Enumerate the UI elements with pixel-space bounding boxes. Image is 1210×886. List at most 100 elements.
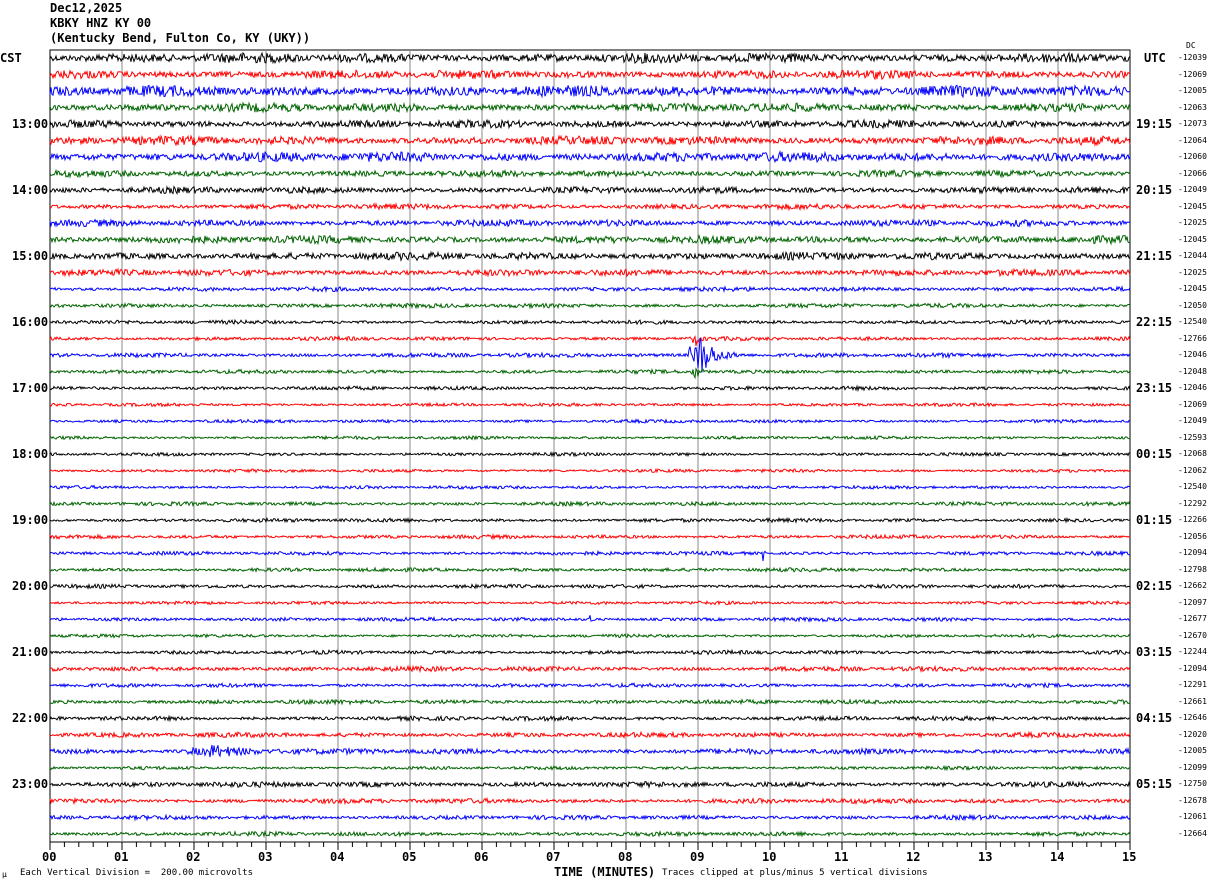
cst-time-label: 20:00 xyxy=(12,579,49,594)
dc-offset-label: -12097 xyxy=(1178,597,1207,607)
dc-offset-label: -12039 xyxy=(1178,53,1207,62)
x-tick-label: 03 xyxy=(258,850,273,864)
x-tick-label: 00 xyxy=(42,850,57,864)
dc-offset-label: -12266 xyxy=(1178,515,1207,525)
utc-time-label: 03:15 xyxy=(1136,645,1173,660)
utc-time-label: 02:15 xyxy=(1136,579,1173,594)
seismic-trace xyxy=(49,813,1131,822)
chart-date: Dec12,2025 xyxy=(50,1,123,15)
chart-station: KBKY HNZ KY 00 xyxy=(50,16,152,30)
seismic-trace xyxy=(49,318,1131,326)
seismic-trace xyxy=(49,367,1131,380)
dc-offset-label: -12045 xyxy=(1178,234,1207,244)
dc-offset-label: -12046 xyxy=(1178,350,1207,360)
dc-offset-label: -12540 xyxy=(1178,482,1207,492)
cst-time-label: 22:00 xyxy=(12,711,49,726)
utc-time-label: 21:15 xyxy=(1136,249,1173,264)
cst-time-label: 13:00 xyxy=(12,117,49,132)
dc-offset-label: -12094 xyxy=(1178,548,1207,558)
seismic-trace xyxy=(49,764,1131,772)
seismic-trace xyxy=(49,401,1131,408)
seismic-trace xyxy=(49,337,1131,373)
seismic-trace xyxy=(49,134,1131,147)
x-tick-label: 14 xyxy=(1050,850,1065,864)
dc-offset-label: -12678 xyxy=(1178,795,1207,805)
seismic-trace xyxy=(49,615,1131,623)
x-tick-label: 13 xyxy=(978,850,993,864)
seismic-trace xyxy=(49,681,1131,689)
x-tick-label: 02 xyxy=(186,850,201,864)
dc-offset-label: -12062 xyxy=(1178,465,1207,475)
seismic-trace xyxy=(49,664,1131,674)
dc-offset-label: -12005 xyxy=(1178,86,1207,96)
seismic-trace xyxy=(49,84,1131,99)
dc-offset-label: -12094 xyxy=(1178,663,1207,673)
seismic-trace xyxy=(49,484,1131,491)
dc-offset-label: -12025 xyxy=(1178,267,1207,277)
dc-offset-label: -12750 xyxy=(1178,779,1207,789)
seismic-trace xyxy=(49,730,1131,740)
x-tick-label: 06 xyxy=(474,850,489,864)
dc-offset-label: -12044 xyxy=(1178,251,1207,261)
dc-offset-label: -12066 xyxy=(1178,168,1207,178)
dc-offset-label: -12646 xyxy=(1178,713,1207,723)
dc-offset-label: -12664 xyxy=(1178,828,1207,838)
cst-time-label: 18:00 xyxy=(12,447,49,462)
seismic-trace xyxy=(49,698,1131,706)
seismic-trace xyxy=(49,744,1131,758)
cst-time-label: 17:00 xyxy=(12,381,49,396)
seismic-trace xyxy=(49,829,1131,839)
seismic-trace xyxy=(49,599,1131,606)
dc-offset-label: -12292 xyxy=(1178,498,1207,508)
seismic-trace xyxy=(49,101,1131,114)
seismic-trace xyxy=(49,234,1131,246)
x-tick-label: 01 xyxy=(114,850,129,864)
clip-note: Traces clipped at plus/minus 5 vertical … xyxy=(662,868,928,878)
seismic-trace xyxy=(49,384,1131,393)
scale-note: Each Vertical Division = 200.00 microvol… xyxy=(20,868,253,878)
seismic-trace xyxy=(49,532,1131,541)
seismic-trace xyxy=(49,633,1131,639)
dc-offset-label: -12069 xyxy=(1178,399,1207,409)
seismic-trace xyxy=(49,451,1131,458)
x-axis-label: TIME (MINUTES) xyxy=(554,865,656,879)
microvolt-mark: µ xyxy=(2,870,7,879)
dc-label: DC xyxy=(1186,41,1196,50)
dc-offset-label: -12661 xyxy=(1178,696,1207,706)
x-tick-label: 07 xyxy=(546,850,561,864)
dc-offset-label: -12049 xyxy=(1178,185,1207,195)
seismic-trace xyxy=(49,302,1131,310)
dc-offset-label: -12244 xyxy=(1178,647,1207,657)
dc-offset-label: -12025 xyxy=(1178,218,1207,228)
x-tick-label: 11 xyxy=(834,850,849,864)
x-tick-label: 12 xyxy=(906,850,921,864)
x-tick-label: 05 xyxy=(402,850,417,864)
dc-offset-label: -12068 xyxy=(1178,449,1207,459)
seismic-trace xyxy=(49,780,1131,790)
seismic-trace xyxy=(49,516,1131,524)
x-tick-label: 09 xyxy=(690,850,705,864)
dc-offset-label: -12540 xyxy=(1178,317,1207,327)
seismic-trace xyxy=(49,69,1131,81)
seismic-trace xyxy=(49,285,1131,294)
dc-offset-label: -12056 xyxy=(1178,531,1207,541)
cst-time-label: CST xyxy=(0,51,22,65)
cst-time-label: 15:00 xyxy=(12,249,49,264)
dc-offset-label: -12050 xyxy=(1178,300,1207,310)
seismic-trace xyxy=(49,582,1131,590)
seismic-trace xyxy=(49,118,1131,130)
dc-offset-label: -12045 xyxy=(1178,284,1207,294)
seismic-trace xyxy=(49,434,1131,441)
dc-offset-label: -12593 xyxy=(1178,432,1207,442)
seismic-trace xyxy=(49,335,1131,346)
dc-offset-label: -12045 xyxy=(1178,201,1207,211)
dc-offset-label: -12063 xyxy=(1178,102,1207,112)
utc-time-label: 22:15 xyxy=(1136,315,1173,330)
dc-offset-label: -12662 xyxy=(1178,581,1207,591)
dc-offset-label: -12048 xyxy=(1178,366,1207,376)
utc-time-label: 19:15 xyxy=(1136,117,1173,132)
seismic-trace xyxy=(49,185,1131,196)
dc-offset-label: -12049 xyxy=(1178,416,1207,426)
seismic-trace xyxy=(49,168,1131,179)
